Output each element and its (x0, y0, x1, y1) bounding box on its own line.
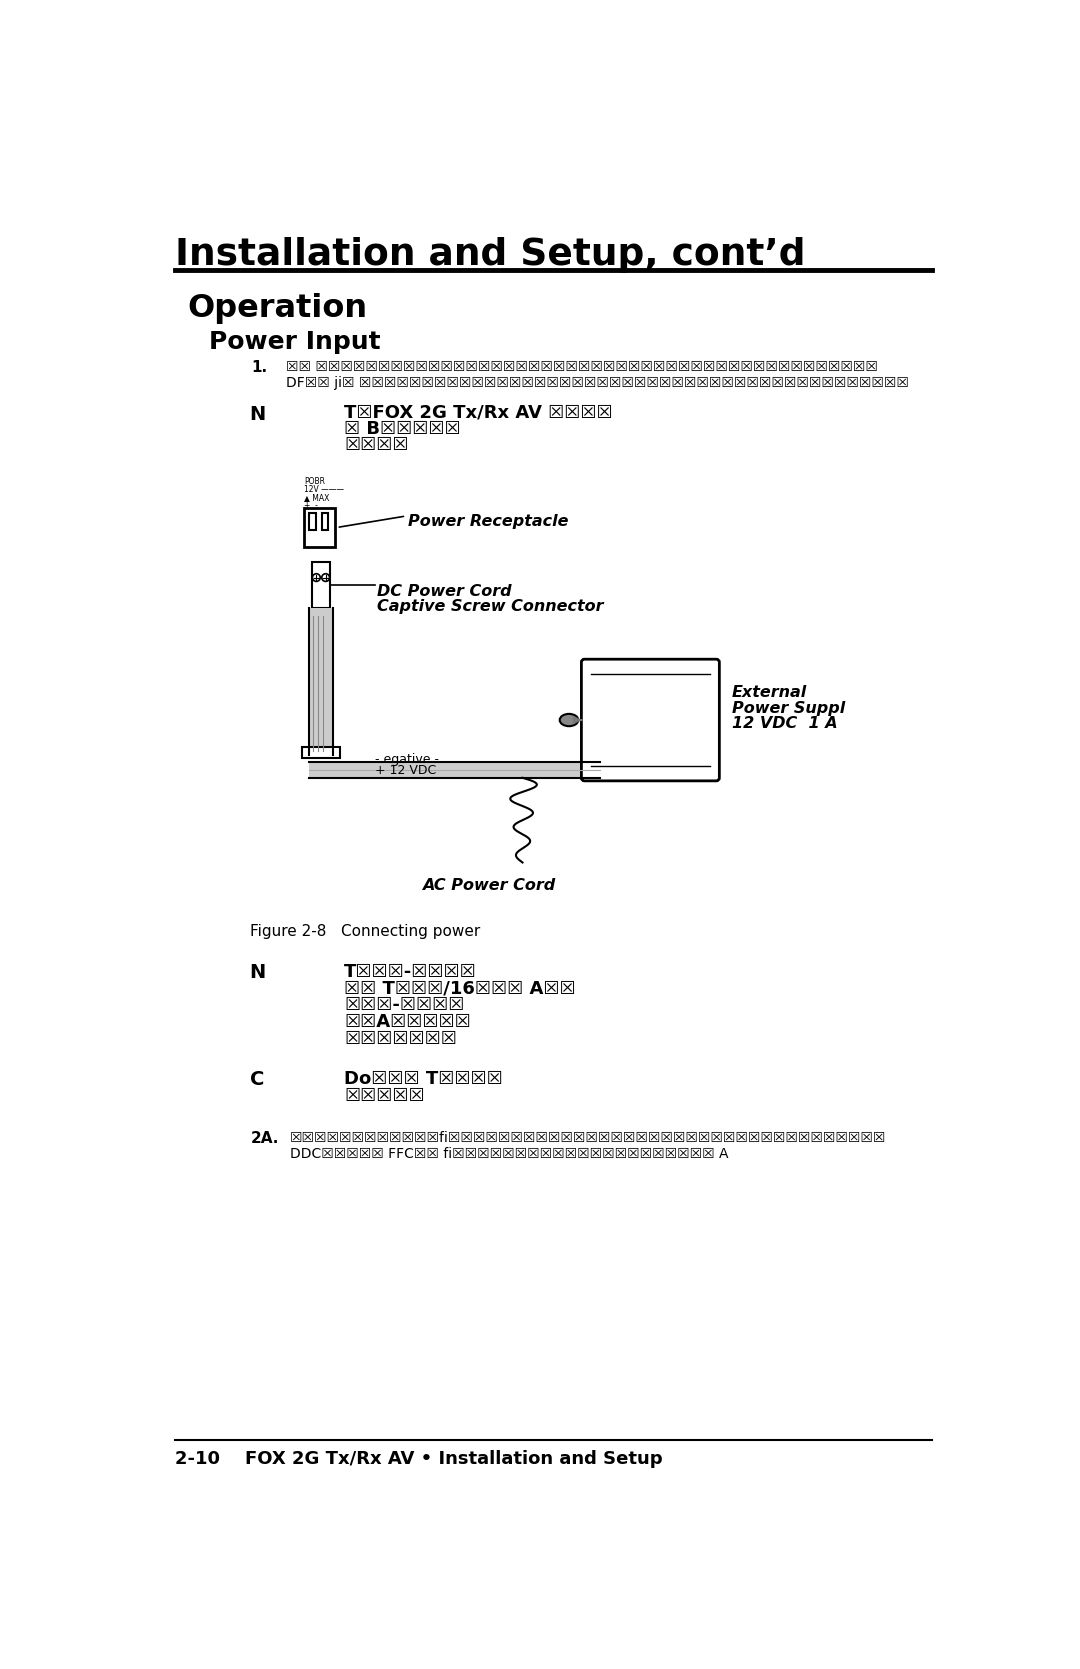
Bar (312, 562, 330, 609)
Bar (303, 509, 335, 547)
Text: N: N (249, 963, 266, 981)
Text: Power Suppl: Power Suppl (732, 701, 845, 716)
Text: Power Receptacle: Power Receptacle (408, 514, 568, 529)
Text: ☒☒☒-☒☒☒☒: ☒☒☒-☒☒☒☒ (345, 996, 464, 1015)
Ellipse shape (559, 714, 578, 726)
Text: ☒☒☒☒☒☒☒: ☒☒☒☒☒☒☒ (345, 1030, 457, 1048)
Bar (322, 512, 328, 529)
Text: Figure 2-8   Connecting power: Figure 2-8 Connecting power (249, 925, 480, 940)
Text: AC Power Cord: AC Power Cord (422, 878, 555, 893)
Text: ☒☒☒☒☒☒☒☒☒☒☒☒fi☒☒☒☒☒☒☒☒☒☒☒☒☒☒☒☒☒☒☒☒☒☒☒☒☒☒☒☒☒☒☒☒☒☒☒: ☒☒☒☒☒☒☒☒☒☒☒☒fi☒☒☒☒☒☒☒☒☒☒☒☒☒☒☒☒☒☒☒☒☒☒☒☒☒☒… (291, 1132, 887, 1145)
Text: DDC☒☒☒☒☒ FFC☒☒ fi☒☒☒☒☒☒☒☒☒☒☒☒☒☒☒☒☒☒☒☒☒ A: DDC☒☒☒☒☒ FFC☒☒ fi☒☒☒☒☒☒☒☒☒☒☒☒☒☒☒☒☒☒☒☒☒ A (291, 1147, 729, 1160)
Text: Installation and Setup, cont’d: Installation and Setup, cont’d (175, 237, 806, 274)
Bar (302, 748, 339, 758)
Text: DF☒☒ ji☒ ☒☒☒☒☒☒☒☒☒☒☒☒☒☒☒☒☒☒☒☒☒☒☒☒☒☒☒☒☒☒☒☒☒☒☒☒☒☒☒☒☒☒☒☒: DF☒☒ ji☒ ☒☒☒☒☒☒☒☒☒☒☒☒☒☒☒☒☒☒☒☒☒☒☒☒☒☒☒☒☒☒☒… (286, 376, 909, 391)
Text: Operation: Operation (188, 292, 368, 324)
Text: T☒FOX 2G Tx/Rx AV ☒☒☒☒: T☒FOX 2G Tx/Rx AV ☒☒☒☒ (345, 404, 612, 422)
Bar (309, 512, 315, 529)
Text: Power Input: Power Input (208, 330, 380, 354)
Text: ☒☒A☒☒☒☒☒: ☒☒A☒☒☒☒☒ (345, 1013, 471, 1031)
Text: C: C (249, 1070, 265, 1090)
Text: 2A.: 2A. (252, 1132, 280, 1147)
Text: ☒☒ ☒☒☒☒☒☒☒☒☒☒☒☒☒☒☒☒☒☒☒☒☒☒☒☒☒☒☒☒☒☒☒☒☒☒☒☒☒☒☒☒☒☒☒☒☒: ☒☒ ☒☒☒☒☒☒☒☒☒☒☒☒☒☒☒☒☒☒☒☒☒☒☒☒☒☒☒☒☒☒☒☒☒☒☒☒☒… (286, 361, 878, 374)
Text: N: N (249, 406, 266, 424)
Text: POBR: POBR (303, 477, 325, 486)
Text: +  -: + - (303, 501, 318, 509)
Bar (309, 763, 600, 778)
Text: External: External (732, 686, 807, 701)
Text: Do☒☒☒ T☒☒☒☒: Do☒☒☒ T☒☒☒☒ (345, 1070, 503, 1088)
Text: + 12 VDC: + 12 VDC (375, 764, 436, 778)
Text: T☒☒☒-☒☒☒☒: T☒☒☒-☒☒☒☒ (345, 963, 477, 981)
FancyBboxPatch shape (581, 659, 719, 781)
Text: ☒☒☒☒: ☒☒☒☒ (345, 436, 408, 454)
Bar (309, 609, 334, 754)
Text: Captive Screw Connector: Captive Screw Connector (377, 599, 604, 614)
Text: 1.: 1. (252, 361, 268, 376)
Text: - egative -: - egative - (375, 753, 440, 766)
Text: 2-10    FOX 2G Tx/Rx AV • Installation and Setup: 2-10 FOX 2G Tx/Rx AV • Installation and … (175, 1450, 663, 1469)
Text: 12 VDC  1 A: 12 VDC 1 A (732, 716, 837, 731)
Text: ☒☒ T☒☒☒/16☒☒☒ A☒☒: ☒☒ T☒☒☒/16☒☒☒ A☒☒ (345, 980, 576, 998)
Text: DC Power Cord: DC Power Cord (377, 584, 512, 599)
Text: ☒ B☒☒☒☒☒: ☒ B☒☒☒☒☒ (345, 421, 461, 439)
Text: ▲ MAX: ▲ MAX (303, 492, 329, 502)
Circle shape (312, 574, 321, 581)
Text: ☒☒☒☒☒: ☒☒☒☒☒ (345, 1087, 424, 1105)
Text: 12V ———: 12V ——— (303, 486, 343, 494)
Circle shape (322, 574, 329, 581)
